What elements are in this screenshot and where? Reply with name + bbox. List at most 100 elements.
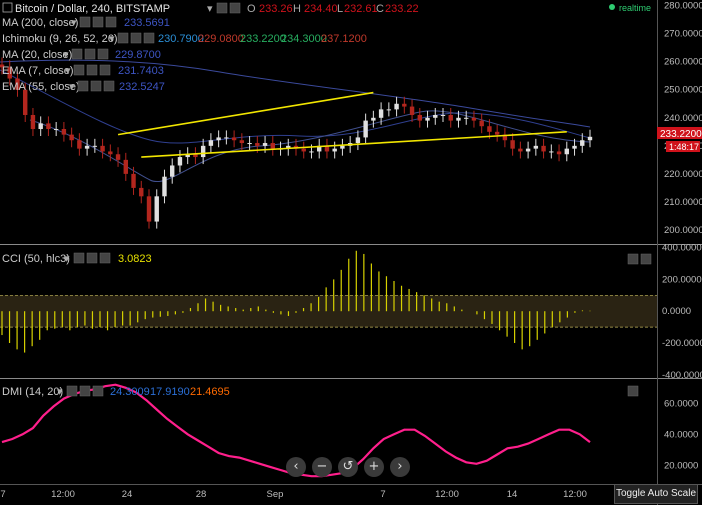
price-tick-label: 260.0000: [664, 57, 702, 68]
candle-body: [224, 137, 229, 139]
ma20-remove-icon[interactable]: [97, 48, 109, 60]
candle-body: [255, 143, 260, 146]
ma20-visibility-icon[interactable]: [71, 48, 83, 60]
time-tick-label: 12:00: [51, 489, 75, 500]
time-tick-label: 12:00: [563, 489, 587, 500]
ichimoku-remove-icon[interactable]: [143, 32, 155, 44]
ma200-chevron-icon[interactable]: ▾: [71, 17, 77, 29]
ema7-label[interactable]: EMA (7, close): [2, 65, 74, 77]
candle-body: [100, 145, 105, 152]
dmi-label[interactable]: DMI (14, 20): [2, 386, 63, 398]
ema55-value: 232.5247: [119, 81, 165, 93]
ema7-visibility-icon[interactable]: [73, 64, 85, 76]
cci-band-fill: [0, 295, 657, 328]
candle-body: [332, 148, 337, 152]
dmi-visibility-icon[interactable]: [66, 385, 78, 397]
bar-countdown-text: 1:48:17: [669, 142, 699, 152]
ema55-chevron-icon[interactable]: ▾: [69, 81, 75, 93]
ichimoku-label[interactable]: Ichimoku (9, 26, 52, 26): [2, 33, 118, 45]
candle-body: [84, 145, 90, 149]
candle-body: [464, 117, 469, 119]
candle-body: [471, 117, 477, 121]
dmi-value-1: 24.3009: [110, 386, 150, 398]
trendline[interactable]: [141, 131, 567, 158]
toggle-auto-scale-button[interactable]: Toggle Auto Scale: [614, 484, 698, 504]
candle-body: [417, 114, 422, 121]
ichimoku-visibility-icon[interactable]: [117, 32, 129, 44]
price-tick-label: 250.0000: [664, 85, 702, 96]
zoom-out-icon[interactable]: −: [312, 457, 332, 477]
dmi-settings-icon[interactable]: [79, 385, 91, 397]
open-label: O: [247, 3, 256, 15]
cci-label[interactable]: CCI (50, hlc3): [2, 253, 70, 265]
candle-body: [386, 109, 392, 111]
collapse-icon[interactable]: [2, 2, 13, 13]
dmi-pane-up-icon[interactable]: [627, 385, 639, 397]
candle-body: [324, 145, 330, 152]
settings-icon[interactable]: [216, 2, 228, 14]
time-axis-ticks: 7 12:00 24 28 Sep 7 12:00 14 12:00: [0, 489, 587, 500]
ichimoku-settings-icon[interactable]: [130, 32, 142, 44]
cci-pane-up-icon[interactable]: [627, 253, 639, 265]
ma200-settings-icon[interactable]: [92, 16, 104, 28]
ma20-chevron-icon[interactable]: ▾: [63, 49, 69, 61]
cci-settings-icon[interactable]: [86, 252, 98, 264]
scroll-left-icon[interactable]: ‹: [286, 457, 306, 477]
ichimoku-value-5: 237.1200: [321, 33, 367, 45]
dmi-value-3: 21.4695: [190, 386, 230, 398]
candle-body: [378, 109, 384, 118]
candle-body: [200, 145, 206, 158]
candlestick-series: [0, 57, 593, 229]
candle-body: [355, 137, 361, 144]
dmi-chevron-icon[interactable]: ▾: [57, 386, 63, 398]
high-value: 234.40: [304, 3, 338, 15]
ichimoku-chevron-icon[interactable]: ▾: [109, 33, 115, 45]
ema55-remove-icon[interactable]: [103, 80, 115, 92]
reset-icon[interactable]: ↺: [338, 457, 358, 477]
ema7-settings-icon[interactable]: [86, 64, 98, 76]
ema55-settings-icon[interactable]: [90, 80, 102, 92]
cci-remove-icon[interactable]: [99, 252, 111, 264]
trendline[interactable]: [117, 91, 374, 136]
candle-body: [154, 196, 159, 222]
candle-body: [216, 137, 221, 141]
candle-body: [487, 126, 492, 132]
candle-body: [433, 114, 438, 118]
candle-body: [587, 136, 593, 141]
price-tick-label: 280.0000: [664, 1, 702, 12]
time-tick-label: 7: [380, 489, 385, 500]
ema55-visibility-icon[interactable]: [77, 80, 89, 92]
candle-body: [564, 148, 569, 155]
ema55-label[interactable]: EMA (55, close): [2, 81, 80, 93]
ma200-remove-icon[interactable]: [105, 16, 117, 28]
ma20-settings-icon[interactable]: [84, 48, 96, 60]
ichimoku-value-4: 234.3000: [281, 33, 327, 45]
candle-body: [440, 114, 446, 116]
ma200-label[interactable]: MA (200, close): [2, 17, 78, 29]
candle-body: [518, 148, 523, 152]
ema7-chevron-icon[interactable]: ▾: [65, 65, 71, 77]
last-price-text: 233.2200: [660, 129, 702, 140]
price-tick-label: 220.0000: [664, 169, 702, 180]
candle-body: [231, 137, 237, 141]
scroll-right-icon[interactable]: ›: [390, 457, 410, 477]
candle-body: [170, 165, 175, 177]
cci-chevron-icon[interactable]: ▾: [64, 253, 70, 265]
hide-icon[interactable]: [229, 2, 241, 14]
symbol-menu-chevron-icon[interactable]: ▾: [207, 3, 213, 15]
dmi-remove-icon[interactable]: [92, 385, 104, 397]
ichimoku-value-1: 230.7900: [158, 33, 204, 45]
cci-visibility-icon[interactable]: [73, 252, 85, 264]
ema7-remove-icon[interactable]: [99, 64, 111, 76]
cci-pane-down-icon[interactable]: [640, 253, 652, 265]
candle-body: [123, 159, 128, 174]
ma200-visibility-icon[interactable]: [79, 16, 91, 28]
candle-body: [402, 103, 407, 107]
ma20-label[interactable]: MA (20, close): [2, 49, 72, 61]
cci-tick-label: 0.0000: [662, 306, 691, 317]
candle-body: [131, 173, 136, 188]
candle-body: [309, 151, 314, 153]
candle-body: [61, 129, 67, 135]
zoom-in-icon[interactable]: +: [364, 457, 384, 477]
